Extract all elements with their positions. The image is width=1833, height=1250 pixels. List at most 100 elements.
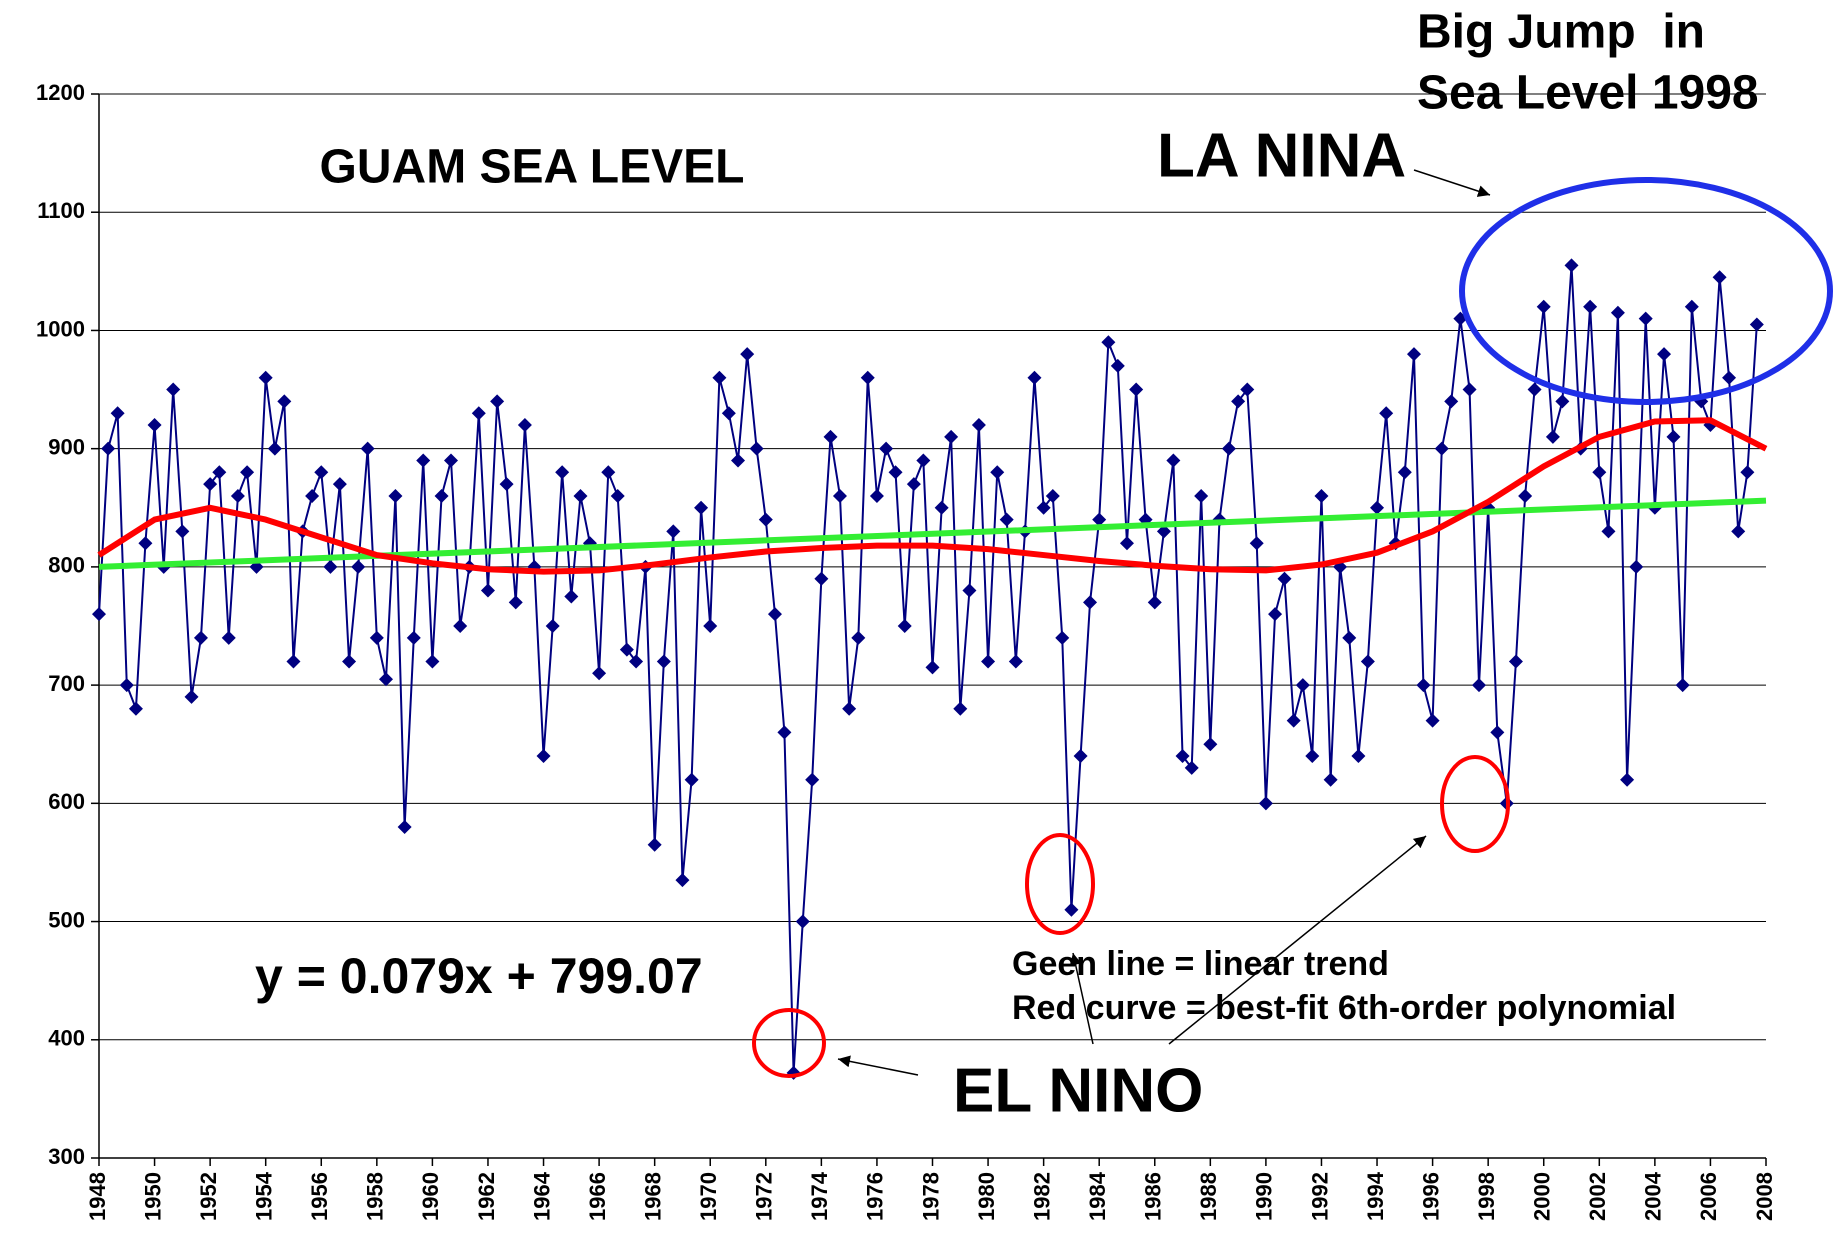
data-point: [1184, 760, 1199, 775]
data-point: [184, 689, 199, 704]
x-tick-label: 1966: [585, 1172, 610, 1221]
data-point: [508, 595, 523, 610]
data-point: [434, 488, 449, 503]
data-point: [332, 477, 347, 492]
data-point: [1406, 347, 1421, 362]
y-tick-label: 300: [48, 1144, 85, 1169]
annotation: EL NINO: [953, 1056, 1203, 1125]
data-point: [1722, 370, 1737, 385]
data-point: [425, 654, 440, 669]
data-point: [647, 837, 662, 852]
data-point: [1295, 678, 1310, 693]
data-point: [916, 453, 931, 468]
data-point: [1147, 595, 1162, 610]
data-point: [1101, 335, 1116, 350]
y-tick-label: 900: [48, 434, 85, 459]
data-point: [1249, 536, 1264, 551]
data-point: [694, 500, 709, 515]
data-point: [953, 701, 968, 716]
data-point: [990, 465, 1005, 480]
data-point: [1092, 512, 1107, 527]
data-point: [1425, 713, 1440, 728]
data-point: [444, 453, 459, 468]
data-point: [221, 630, 236, 645]
data-point: [267, 441, 282, 456]
x-tick-label: 2004: [1641, 1171, 1666, 1221]
data-point: [499, 477, 514, 492]
data-point: [342, 654, 357, 669]
data-point: [1221, 441, 1236, 456]
data-point: [1342, 630, 1357, 645]
plot: [92, 258, 1768, 1080]
chart-title: GUAM SEA LEVEL: [320, 141, 745, 194]
arrow: [1168, 835, 1427, 1045]
data-point: [1536, 299, 1551, 314]
data-point: [1610, 305, 1625, 320]
data-point: [1305, 749, 1320, 764]
data-point: [101, 441, 116, 456]
x-tick-label: 1978: [918, 1172, 943, 1221]
data-point: [1231, 394, 1246, 409]
annotation: LA NINA: [1157, 121, 1406, 190]
x-tick-label: 1988: [1196, 1172, 1221, 1221]
data-point: [573, 488, 588, 503]
data-point: [1175, 749, 1190, 764]
x-tick-label: 1998: [1474, 1172, 1499, 1221]
data-point: [944, 429, 959, 444]
data-point: [166, 382, 181, 397]
annotation: Sea Level 1998: [1417, 67, 1759, 120]
data-point: [925, 660, 940, 675]
data-point: [656, 654, 671, 669]
data-point: [230, 488, 245, 503]
data-point: [323, 559, 338, 574]
data-point: [119, 678, 134, 693]
x-tick-label: 2008: [1752, 1172, 1777, 1221]
data-point: [203, 477, 218, 492]
data-point: [406, 630, 421, 645]
x-tick-label: 1956: [307, 1172, 332, 1221]
annotation: Red curve = best-fit 6th-order polynomia…: [1012, 989, 1676, 1027]
x-tick-label: 1980: [974, 1172, 999, 1221]
data-point: [906, 477, 921, 492]
x-tick-label: 1960: [418, 1172, 443, 1221]
el-nino-ellipse: [1440, 755, 1510, 853]
data-point: [1166, 453, 1181, 468]
data-point: [1462, 382, 1477, 397]
arrow: [1069, 952, 1094, 1045]
data-point: [1638, 311, 1653, 326]
data-point: [767, 607, 782, 622]
x-tick-label: 1992: [1307, 1172, 1332, 1221]
data-point: [536, 749, 551, 764]
grid: 300 400 500 600 700 800 900 1000 1100 1200 1948 195…: [36, 80, 1777, 1221]
data-point: [832, 488, 847, 503]
data-point: [1360, 654, 1375, 669]
data-point: [1064, 902, 1079, 917]
data-point: [453, 619, 468, 633]
data-point: [212, 465, 227, 480]
data-point: [675, 873, 690, 888]
data-point: [1731, 524, 1746, 539]
data-point: [1712, 270, 1727, 285]
data-point: [1258, 796, 1273, 811]
data-point: [1508, 654, 1523, 669]
data-point: [897, 619, 912, 633]
series-line: [98, 497, 1767, 570]
data-point: [1277, 571, 1292, 586]
data-point: [193, 630, 208, 645]
x-tick-label: 1954: [252, 1171, 277, 1221]
data-point: [1740, 465, 1755, 480]
data-point: [258, 370, 273, 385]
data-point: [471, 406, 486, 421]
data-point: [1444, 394, 1459, 409]
data-point: [138, 536, 153, 551]
annotation: y = 0.079x + 799.07: [255, 948, 703, 1004]
data-point: [1518, 488, 1533, 503]
data-point: [240, 465, 255, 480]
data-point: [934, 500, 949, 515]
series-line: [97, 417, 1768, 575]
data-point: [1314, 488, 1329, 503]
data-point: [842, 701, 857, 716]
data-point: [286, 654, 301, 669]
y-tick-label: 700: [48, 671, 85, 696]
data-point: [397, 819, 412, 834]
